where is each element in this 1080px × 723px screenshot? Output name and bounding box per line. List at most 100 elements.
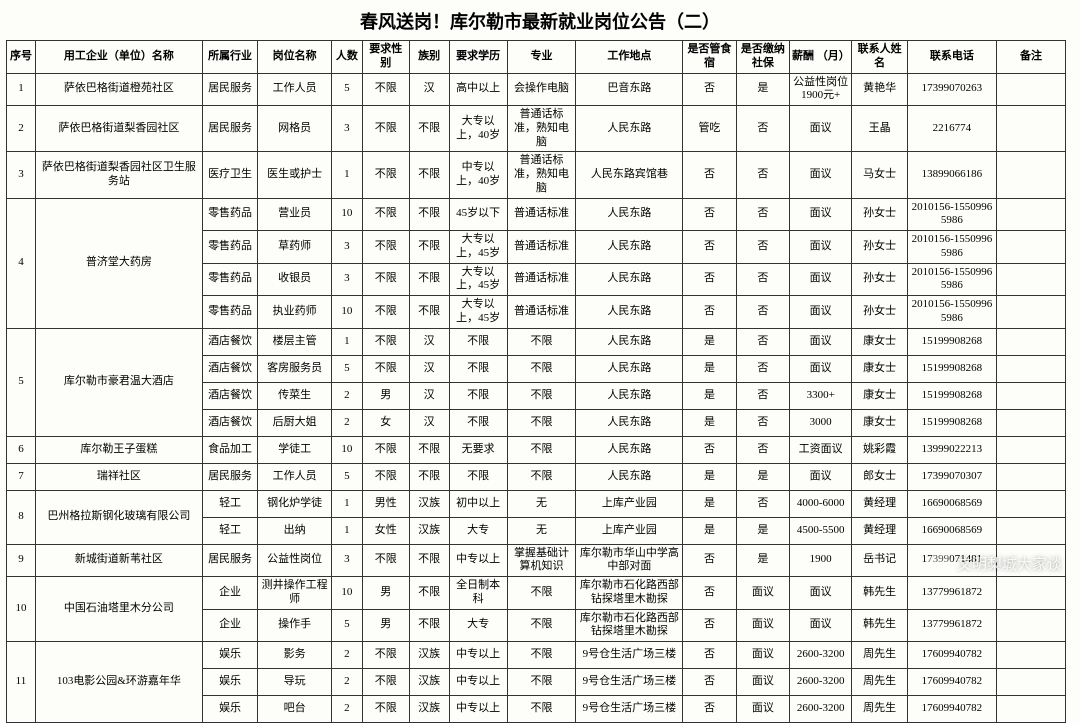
cell: 否 <box>683 577 736 610</box>
cell: 人民东路 <box>576 436 683 463</box>
cell: 不限 <box>362 296 409 329</box>
watermark-text: 文明梨城大家谈 <box>957 553 1062 574</box>
cell: 否 <box>736 355 789 382</box>
cell: 酒店餐饮 <box>202 409 258 436</box>
cell: 娱乐 <box>202 696 258 723</box>
cell-company: 瑞祥社区 <box>35 463 202 490</box>
cell-idx: 2 <box>7 106 36 152</box>
cell: 学徒工 <box>258 436 331 463</box>
cell: 韩先生 <box>852 577 908 610</box>
cell: 轻工 <box>202 517 258 544</box>
cell: 是 <box>683 463 736 490</box>
cell: 收银员 <box>258 263 331 296</box>
cell: 不限 <box>507 696 576 723</box>
cell: 康女士 <box>852 328 908 355</box>
cell <box>996 106 1065 152</box>
cell: 是 <box>683 328 736 355</box>
cell: 居民服务 <box>202 463 258 490</box>
table-row: 10中国石油塔里木分公司企业测井操作工程师10男不限全日制本科不限库尔勒市石化路… <box>7 577 1066 610</box>
cell: 企业 <box>202 577 258 610</box>
cell: 中专以上 <box>449 696 507 723</box>
cell: 不限 <box>449 463 507 490</box>
col-15: 备注 <box>996 41 1065 74</box>
cell <box>996 73 1065 106</box>
cell: 不限 <box>362 436 409 463</box>
table-row: 3萨依巴格街道梨香园社区卫生服务站医疗卫生医生或护士1不限不限中专以上，40岁普… <box>7 152 1066 198</box>
cell-company: 普济堂大药房 <box>35 198 202 328</box>
cell: 中专以上 <box>449 669 507 696</box>
cell: 15199908268 <box>907 328 996 355</box>
cell-company: 中国石油塔里木分公司 <box>35 577 202 642</box>
cell: 2600-3200 <box>790 642 852 669</box>
col-10: 是否管食宿 <box>683 41 736 74</box>
cell: 周先生 <box>852 642 908 669</box>
col-2: 所属行业 <box>202 41 258 74</box>
cell: 2 <box>331 642 362 669</box>
cell: 不限 <box>362 696 409 723</box>
cell-company: 萨依巴格街道橙苑社区 <box>35 73 202 106</box>
cell: 否 <box>736 328 789 355</box>
cell: 出纳 <box>258 517 331 544</box>
cell: 否 <box>736 382 789 409</box>
cell: 汉族 <box>409 517 449 544</box>
cell: 后厨大姐 <box>258 409 331 436</box>
cell: 10 <box>331 296 362 329</box>
cell: 无 <box>507 517 576 544</box>
col-13: 联系人姓名 <box>852 41 908 74</box>
wechat-icon <box>929 552 951 574</box>
cell: 17609940782 <box>907 696 996 723</box>
cell: 面议 <box>790 577 852 610</box>
cell: 2 <box>331 696 362 723</box>
cell: 汉 <box>409 328 449 355</box>
cell: 高中以上 <box>449 73 507 106</box>
cell-idx: 1 <box>7 73 36 106</box>
cell: 不限 <box>507 436 576 463</box>
jobs-table: 序号用工企业（单位）名称所属行业岗位名称人数要求性别族别要求学历专业工作地点是否… <box>6 40 1066 723</box>
cell: 面议 <box>790 296 852 329</box>
cell: 人民东路 <box>576 106 683 152</box>
cell: 上库产业园 <box>576 490 683 517</box>
cell: 库尔勒市石化路西部钻探塔里木勘探 <box>576 577 683 610</box>
cell: 面议 <box>790 263 852 296</box>
col-3: 岗位名称 <box>258 41 331 74</box>
cell: 是 <box>683 409 736 436</box>
cell: 9号仓生活广场三楼 <box>576 696 683 723</box>
cell: 导玩 <box>258 669 331 696</box>
cell: 是 <box>736 463 789 490</box>
cell: 康女士 <box>852 382 908 409</box>
cell: 人民东路 <box>576 231 683 264</box>
cell: 否 <box>683 696 736 723</box>
cell: 不限 <box>409 263 449 296</box>
cell: 10 <box>331 198 362 231</box>
col-6: 族别 <box>409 41 449 74</box>
cell <box>996 409 1065 436</box>
cell: 5 <box>331 463 362 490</box>
cell: 17609940782 <box>907 669 996 696</box>
cell: 汉族 <box>409 669 449 696</box>
cell: 13899066186 <box>907 152 996 198</box>
cell: 不限 <box>362 669 409 696</box>
cell: 韩先生 <box>852 609 908 642</box>
cell: 不限 <box>449 382 507 409</box>
cell-idx: 7 <box>7 463 36 490</box>
cell: 3 <box>331 263 362 296</box>
cell: 公益性岗位1900元+ <box>790 73 852 106</box>
cell: 中专以上 <box>449 544 507 577</box>
cell: 女性 <box>362 517 409 544</box>
table-row: 1萨依巴格街道橙苑社区居民服务工作人员5不限汉高中以上会操作电脑巴音东路否是公益… <box>7 73 1066 106</box>
cell: 郎女士 <box>852 463 908 490</box>
cell: 面议 <box>736 669 789 696</box>
cell: 零售药品 <box>202 231 258 264</box>
cell: 孙女士 <box>852 198 908 231</box>
cell: 不限 <box>409 231 449 264</box>
cell: 不限 <box>362 231 409 264</box>
cell: 15199908268 <box>907 409 996 436</box>
cell: 是 <box>683 517 736 544</box>
cell: 马女士 <box>852 152 908 198</box>
cell: 不限 <box>507 463 576 490</box>
cell-idx: 5 <box>7 328 36 436</box>
cell: 否 <box>736 436 789 463</box>
cell: 操作手 <box>258 609 331 642</box>
cell: 居民服务 <box>202 106 258 152</box>
cell: 否 <box>683 231 736 264</box>
